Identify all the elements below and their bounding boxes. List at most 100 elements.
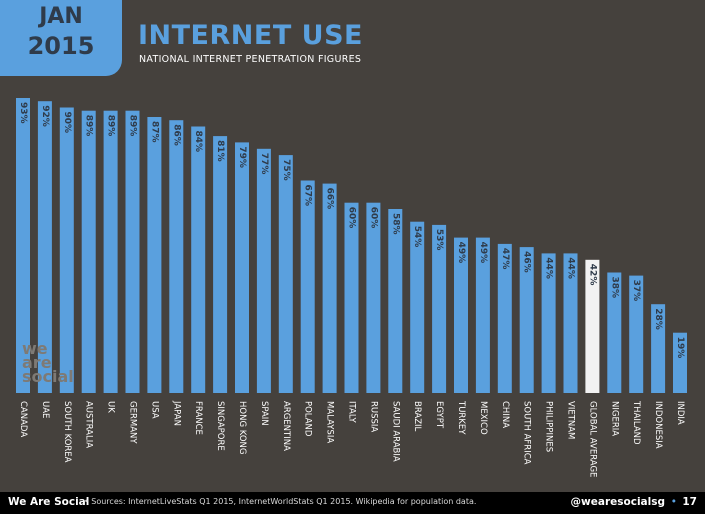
- category-label: SPAIN: [259, 401, 269, 426]
- bar-nigeria: [607, 272, 622, 393]
- bar-spain: [256, 148, 271, 393]
- footer-bar: We Are Social • Sources: InternetLiveSta…: [0, 492, 705, 514]
- value-label: 44%: [544, 257, 554, 279]
- bar-russia: [366, 202, 381, 393]
- value-label: 49%: [478, 242, 488, 264]
- value-label: 67%: [303, 185, 313, 207]
- category-label: ARGENTINA: [281, 401, 291, 451]
- bar-brazil: [410, 221, 425, 393]
- logo-line: we: [22, 339, 48, 358]
- page-title: INTERNET USE: [138, 20, 363, 51]
- value-label: 28%: [653, 308, 663, 330]
- we-are-social-logo: we are social: [22, 339, 74, 386]
- value-label: 79%: [237, 146, 247, 168]
- category-label: FRANCE: [193, 401, 203, 435]
- value-label: 81%: [215, 140, 225, 162]
- category-label: GLOBAL AVERAGE: [587, 401, 597, 477]
- value-label: 37%: [631, 280, 641, 302]
- footer-sources: • Sources: InternetLiveStats Q1 2015, In…: [84, 497, 477, 506]
- page-subtitle: NATIONAL INTERNET PENETRATION FIGURES: [139, 54, 362, 65]
- logo-line: are: [22, 353, 52, 372]
- value-label: 66%: [325, 188, 335, 210]
- category-label: TURKEY: [456, 400, 466, 435]
- bar-vietnam: [563, 253, 578, 393]
- logo-line: social: [22, 367, 74, 386]
- category-label: SOUTH AFRICA: [522, 401, 532, 465]
- category-label: GERMANY: [128, 401, 138, 444]
- bar-india: [673, 332, 687, 393]
- category-label: UAE: [40, 401, 50, 418]
- value-label: 38%: [609, 277, 619, 299]
- category-label: ITALY: [347, 401, 357, 423]
- bar-malaysia: [322, 183, 337, 393]
- date-badge-year: 2015: [27, 32, 95, 60]
- bar-china: [497, 243, 512, 393]
- value-label: 60%: [368, 207, 378, 229]
- category-label: EGYPT: [434, 401, 444, 429]
- category-label: SOUTH KOREA: [62, 401, 72, 463]
- value-label: 49%: [456, 242, 466, 264]
- bar-argentina: [278, 155, 293, 393]
- category-label: HONG KONG: [237, 401, 247, 454]
- value-label: 60%: [347, 207, 357, 229]
- category-label: MEXICO: [478, 401, 488, 435]
- category-label: MALAYSIA: [325, 401, 335, 443]
- bar-australia: [81, 110, 96, 393]
- bar-philippines: [541, 253, 556, 393]
- bar-poland: [300, 180, 315, 393]
- value-label: 47%: [500, 248, 510, 270]
- value-label: 86%: [171, 124, 181, 146]
- category-label: CANADA: [18, 401, 28, 437]
- bar-chart: 93% CANADA 92% UAE 90% SOUTH KOREA 89% AUSTRALI…: [16, 98, 687, 477]
- bar-global-average: [585, 259, 600, 393]
- value-label: 89%: [84, 115, 94, 137]
- bar-uk: [103, 110, 118, 393]
- category-label: USA: [149, 401, 159, 419]
- value-label: 42%: [587, 264, 597, 286]
- bar-saudi-arabia: [388, 209, 403, 393]
- bar-france: [191, 126, 206, 393]
- value-label: 75%: [281, 159, 291, 181]
- value-label: 92%: [40, 105, 50, 127]
- category-label: BRAZIL: [412, 401, 422, 432]
- bar-japan: [169, 120, 184, 393]
- value-label: 89%: [128, 115, 138, 137]
- bar-mexico: [475, 237, 490, 393]
- value-label: 53%: [434, 229, 444, 251]
- category-label: THAILAND: [631, 400, 641, 445]
- category-label: JAPAN: [171, 400, 181, 426]
- bar-thailand: [629, 275, 644, 393]
- category-label: VIETNAM: [566, 401, 576, 439]
- category-label: PHILIPPINES: [544, 401, 554, 452]
- bar-south-korea: [59, 107, 74, 393]
- category-label: RUSSIA: [368, 401, 378, 432]
- category-label: POLAND: [303, 401, 313, 437]
- footer-page-number: 17: [682, 496, 697, 508]
- bar-italy: [344, 202, 359, 393]
- value-label: 19%: [675, 337, 685, 359]
- category-label: UK: [106, 401, 116, 413]
- date-badge-month: JAN: [39, 4, 83, 29]
- bar-egypt: [432, 224, 447, 393]
- value-label: 58%: [390, 213, 400, 235]
- value-label: 77%: [259, 153, 269, 175]
- value-label: 90%: [62, 112, 72, 134]
- footer-handle: @wearesocialsg: [570, 496, 665, 508]
- value-label: 93%: [18, 102, 28, 124]
- bar-singapore: [213, 136, 228, 393]
- category-label: SAUDI ARABIA: [390, 401, 400, 462]
- date-badge: JAN 2015: [0, 0, 122, 76]
- value-label: 87%: [149, 121, 159, 143]
- category-label: CHINA: [500, 401, 510, 428]
- bar-canada: [16, 98, 30, 393]
- value-label: 44%: [566, 257, 576, 279]
- category-label: INDIA: [675, 401, 685, 425]
- bar-turkey: [454, 237, 468, 393]
- category-label: NIGERIA: [609, 401, 619, 436]
- bar-south-africa: [519, 247, 534, 393]
- value-label: 46%: [522, 251, 532, 273]
- bar-usa: [147, 117, 162, 393]
- value-label: 54%: [412, 226, 422, 248]
- category-label: SINGAPORE: [215, 401, 225, 451]
- footer-separator: •: [670, 496, 677, 508]
